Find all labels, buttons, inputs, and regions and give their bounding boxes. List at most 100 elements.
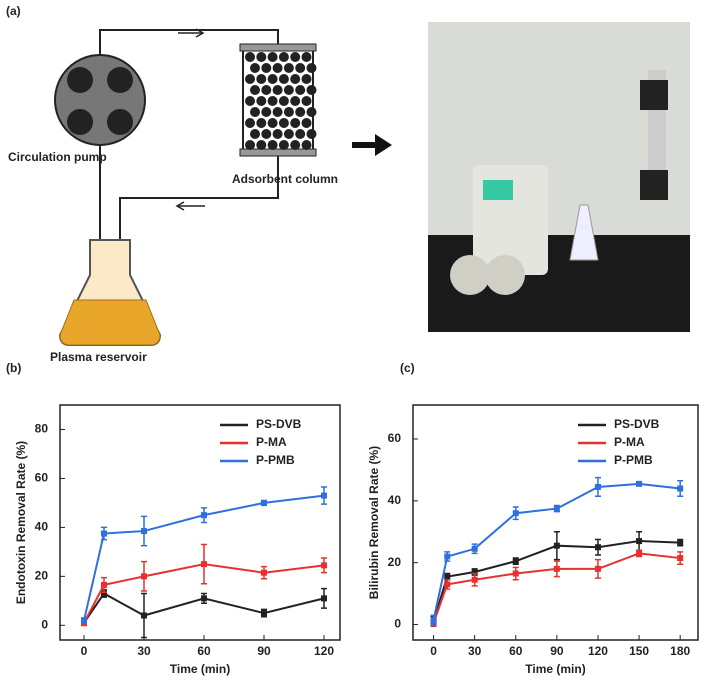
x-tick-label: 90: [257, 644, 271, 658]
bead: [256, 74, 267, 84]
x-tick-label: 0: [81, 644, 88, 658]
marker: [201, 561, 207, 568]
x-axis-label: Time (min): [525, 662, 585, 676]
bead: [278, 74, 289, 84]
marker: [101, 530, 107, 537]
marker: [636, 550, 643, 557]
marker: [81, 617, 87, 624]
bead: [301, 118, 312, 128]
marker: [471, 568, 478, 575]
bead: [256, 52, 267, 62]
marker: [321, 562, 327, 569]
x-tick-label: 90: [550, 644, 564, 658]
marker: [553, 565, 560, 572]
x-axis-label: Time (min): [170, 662, 230, 676]
bead: [278, 118, 289, 128]
y-axis-label: Bilirubin Removal Rate (%): [367, 446, 381, 599]
y-tick-label: 80: [35, 422, 49, 436]
bead: [306, 85, 317, 95]
marker: [594, 544, 601, 551]
bead: [256, 140, 267, 150]
pump-label: Circulation pump: [8, 150, 107, 164]
flask: [58, 239, 162, 346]
bead: [245, 52, 255, 62]
y-tick-label: 20: [388, 555, 402, 569]
marker: [101, 581, 107, 588]
x-tick-label: 120: [588, 644, 608, 658]
legend-label: P-MA: [614, 435, 645, 449]
bead: [250, 107, 260, 117]
marker: [636, 538, 643, 545]
bead: [290, 74, 301, 84]
marker: [321, 492, 327, 499]
y-tick-label: 0: [41, 617, 48, 631]
arrow: [352, 134, 392, 156]
panel-label: (a): [6, 4, 21, 18]
bead: [267, 118, 278, 128]
bead: [250, 63, 260, 73]
bead: [267, 96, 278, 106]
bead: [301, 140, 312, 150]
series-line: [83, 563, 325, 624]
panel-label: (c): [400, 361, 415, 375]
y-axis-label: Endotoxin Removal Rate (%): [14, 441, 28, 604]
marker: [141, 573, 147, 580]
column: [239, 43, 317, 157]
legend-label: P-PMB: [256, 453, 295, 467]
bead: [306, 63, 317, 73]
marker: [553, 505, 560, 512]
bead: [290, 118, 301, 128]
marker: [261, 499, 267, 506]
y-tick-label: 20: [35, 569, 49, 583]
reservoir-label: Plasma reservoir: [50, 350, 147, 364]
bead: [295, 129, 306, 139]
y-tick-label: 60: [388, 431, 402, 445]
bead: [261, 107, 272, 117]
column-label: Adsorbent column: [232, 172, 338, 186]
bead: [267, 140, 278, 150]
bead: [256, 118, 267, 128]
bead: [306, 107, 317, 117]
bead: [301, 52, 312, 62]
series-line: [432, 540, 681, 622]
bead: [245, 96, 255, 106]
marker: [553, 542, 560, 549]
pump: [54, 54, 146, 146]
bead: [283, 85, 294, 95]
marker: [261, 569, 267, 576]
bead: [245, 74, 255, 84]
bead: [306, 129, 317, 139]
bead: [278, 140, 289, 150]
bead: [301, 74, 312, 84]
legend-label: P-MA: [256, 435, 287, 449]
marker: [261, 610, 267, 617]
marker: [141, 612, 147, 619]
legend-label: PS-DVB: [256, 417, 302, 431]
photo: [428, 22, 690, 332]
marker: [512, 570, 519, 577]
marker: [430, 616, 437, 623]
series-line: [83, 494, 325, 621]
bead: [290, 52, 301, 62]
bead: [283, 129, 294, 139]
panel-label: (b): [6, 361, 21, 375]
series-line: [432, 552, 681, 624]
marker: [512, 558, 519, 565]
bead: [295, 85, 306, 95]
marker: [101, 590, 107, 597]
x-tick-label: 30: [468, 644, 482, 658]
series-line: [432, 482, 681, 621]
bead: [261, 85, 272, 95]
y-tick-label: 40: [388, 493, 402, 507]
marker: [636, 480, 643, 487]
y-tick-label: 40: [35, 520, 49, 534]
x-tick-label: 180: [670, 644, 690, 658]
bead: [283, 63, 294, 73]
bead: [250, 85, 260, 95]
marker: [444, 573, 451, 580]
marker: [594, 483, 601, 490]
x-tick-label: 30: [137, 644, 151, 658]
bead: [245, 140, 255, 150]
bead: [295, 63, 306, 73]
